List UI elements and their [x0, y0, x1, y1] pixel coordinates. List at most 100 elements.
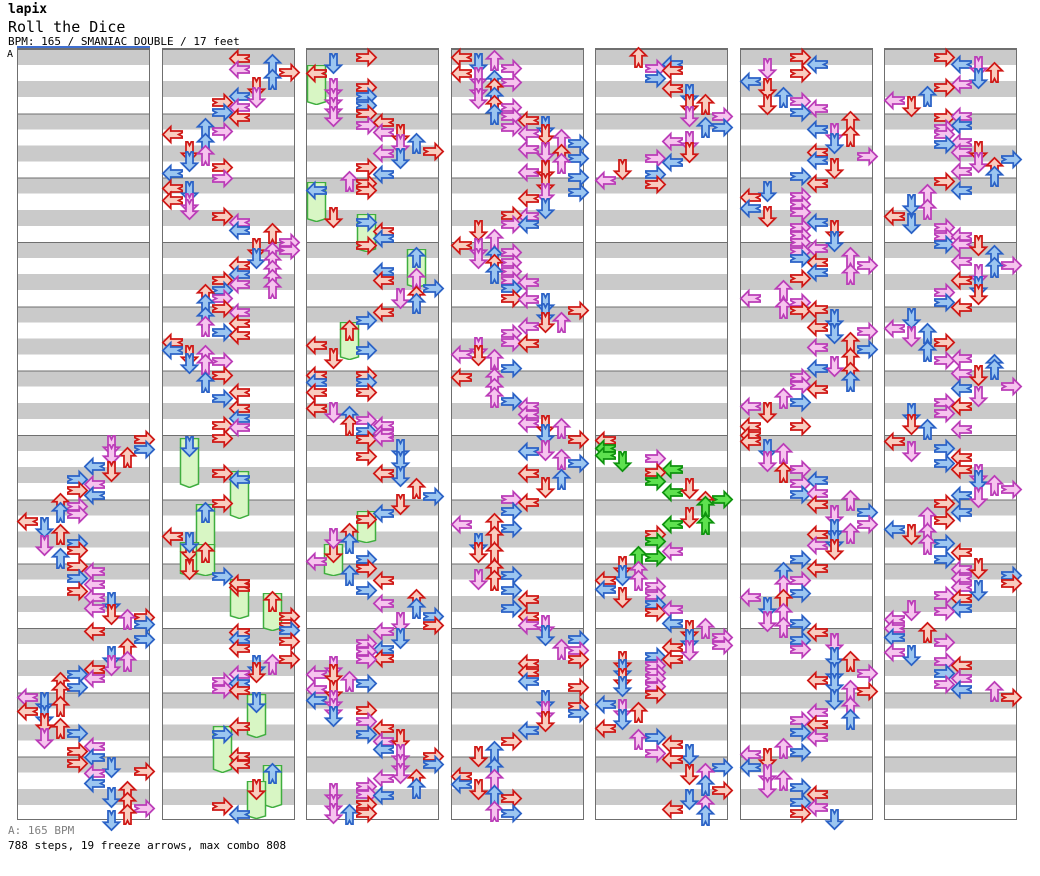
- note-arrow: [356, 649, 378, 670]
- note-arrow: [372, 621, 394, 642]
- note-arrow: [695, 513, 716, 535]
- note-arrow: [661, 649, 683, 670]
- note-arrow: [117, 446, 138, 468]
- note-arrow: [840, 679, 861, 701]
- note-arrow: [551, 417, 572, 439]
- note-arrow: [484, 386, 505, 408]
- note-arrow: [712, 635, 734, 656]
- note-arrow: [917, 621, 938, 643]
- note-arrow: [901, 440, 922, 462]
- note-arrow: [984, 474, 1005, 496]
- note-arrow: [934, 47, 956, 68]
- note-arrow: [406, 597, 427, 619]
- note-arrow: [950, 598, 972, 619]
- note-arrow: [468, 778, 489, 800]
- note-arrow: [757, 610, 778, 632]
- note-arrow: [679, 141, 700, 163]
- note-arrow: [773, 297, 794, 319]
- note-arrow: [883, 318, 905, 339]
- note-arrow: [645, 531, 667, 552]
- note-arrow: [535, 123, 556, 145]
- note-arrow: [323, 401, 344, 423]
- note-arrow: [535, 182, 556, 204]
- note-arrow: [824, 808, 845, 830]
- freeze-arrow-head: [195, 501, 216, 523]
- note-arrow: [228, 220, 250, 241]
- note-arrow: [739, 198, 761, 219]
- note-arrow: [101, 756, 122, 778]
- note-arrow: [212, 365, 234, 386]
- note-arrow: [117, 803, 138, 825]
- note-arrow: [968, 234, 989, 256]
- note-arrow: [101, 654, 122, 676]
- note-arrow: [790, 484, 812, 505]
- note-arrow: [356, 340, 378, 361]
- note-arrow: [501, 518, 523, 539]
- note-arrow: [372, 164, 394, 185]
- note-arrow: [372, 270, 394, 291]
- note-arrow: [551, 468, 572, 490]
- note-arrow: [179, 531, 200, 553]
- note-arrow: [824, 538, 845, 560]
- note-arrow: [806, 262, 828, 283]
- note-arrow: [695, 774, 716, 796]
- note-arrow: [757, 776, 778, 798]
- note-arrow: [790, 803, 812, 824]
- note-arrow: [984, 256, 1005, 278]
- note-arrow: [806, 379, 828, 400]
- note-arrow: [179, 150, 200, 172]
- note-arrow: [101, 603, 122, 625]
- note-arrow: [305, 690, 327, 711]
- note-arrow: [950, 142, 972, 163]
- note-arrow: [645, 743, 667, 764]
- note-arrow: [901, 599, 922, 621]
- note-arrow: [917, 340, 938, 362]
- note-arrow: [212, 493, 234, 514]
- note-arrow: [390, 450, 411, 472]
- note-arrow: [551, 448, 572, 470]
- note-arrow: [612, 586, 633, 608]
- note-arrow: [984, 61, 1005, 83]
- note-arrow: [372, 122, 394, 143]
- note-arrow: [739, 396, 761, 417]
- note-arrow: [1001, 687, 1023, 708]
- note-arrow: [50, 501, 71, 523]
- note-arrow: [806, 535, 828, 556]
- note-arrow: [161, 163, 183, 184]
- chart-panel-1: [16, 48, 156, 831]
- chart-panel-4: [450, 47, 590, 823]
- note-arrow: [757, 57, 778, 79]
- note-arrow: [934, 292, 956, 313]
- note-arrow: [323, 663, 344, 685]
- note-arrow: [661, 799, 683, 820]
- note-arrow: [934, 533, 956, 554]
- note-arrow: [594, 718, 616, 739]
- note-arrow: [950, 180, 972, 201]
- chart-panel-5: [594, 46, 734, 826]
- note-arrow: [517, 162, 539, 183]
- note-arrow: [356, 803, 378, 824]
- note-arrow: [661, 60, 683, 81]
- note-arrow: [501, 332, 523, 353]
- note-arrow: [950, 542, 972, 563]
- note-arrow: [857, 146, 879, 167]
- note-arrow: [501, 731, 523, 752]
- note-arrow: [212, 351, 234, 372]
- note-arrow: [551, 152, 572, 174]
- note-arrow: [517, 720, 539, 741]
- note-arrow: [773, 86, 794, 108]
- note-arrow: [645, 174, 667, 195]
- note-arrow: [34, 534, 55, 556]
- note-arrow: [179, 558, 200, 580]
- chart-info: BPM: 165 / SMANIAC DOUBLE / 17 feet: [8, 35, 240, 48]
- note-arrow: [535, 141, 556, 163]
- note-arrow: [934, 453, 956, 474]
- note-arrow: [195, 353, 216, 375]
- note-arrow: [712, 489, 734, 510]
- note-arrow: [757, 450, 778, 472]
- note-arrow: [101, 786, 122, 808]
- note-arrow: [612, 708, 633, 730]
- note-arrow: [934, 601, 956, 622]
- note-arrow: [406, 132, 427, 154]
- freeze-arrow-head: [195, 541, 216, 563]
